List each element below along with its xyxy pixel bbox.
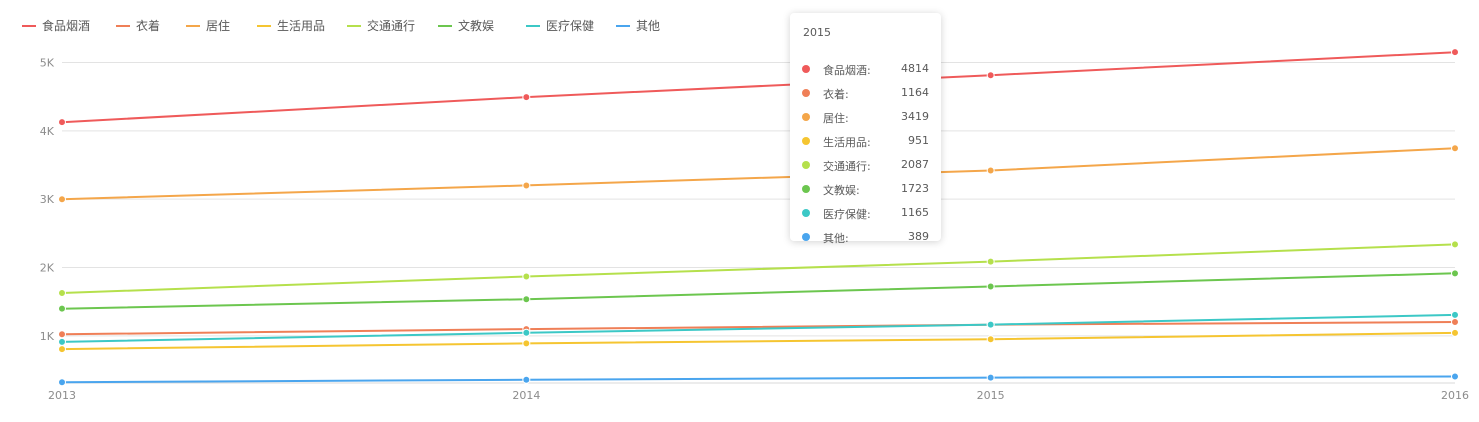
tooltip-value: 2087 bbox=[901, 158, 929, 171]
tooltip-row: 交通通行: 2087 bbox=[790, 157, 941, 173]
legend-label[interactable]: 居住 bbox=[206, 19, 230, 33]
tooltip-series-name: 医疗保健: bbox=[823, 208, 871, 221]
y-tick-label: 3K bbox=[40, 193, 55, 206]
tooltip-marker bbox=[802, 89, 810, 97]
data-point[interactable] bbox=[522, 375, 531, 384]
data-point[interactable] bbox=[986, 282, 995, 291]
tooltip-value: 1165 bbox=[901, 206, 929, 219]
data-point[interactable] bbox=[58, 337, 66, 346]
data-point[interactable] bbox=[58, 118, 66, 127]
x-tick-label: 2013 bbox=[48, 389, 76, 402]
tooltip-marker bbox=[802, 185, 810, 193]
tooltip-value: 4814 bbox=[901, 62, 929, 75]
data-point[interactable] bbox=[1451, 269, 1459, 278]
tooltip-series-name: 生活用品: bbox=[823, 136, 871, 149]
x-tick-label: 2015 bbox=[977, 389, 1005, 402]
data-point[interactable] bbox=[522, 93, 531, 102]
legend-label[interactable]: 交通通行 bbox=[367, 18, 415, 33]
x-tick-label: 2014 bbox=[512, 389, 540, 402]
series-line bbox=[61, 313, 1456, 343]
tooltip-row: 其他: 389 bbox=[790, 229, 941, 245]
data-point[interactable] bbox=[986, 71, 995, 80]
data-point[interactable] bbox=[1451, 310, 1459, 319]
data-point[interactable] bbox=[58, 304, 66, 313]
tooltip-marker bbox=[802, 233, 810, 241]
legend-label[interactable]: 医疗保健 bbox=[546, 19, 594, 33]
tooltip-value: 1164 bbox=[901, 86, 929, 99]
tooltip-row: 文教娱: 1723 bbox=[790, 181, 941, 197]
grid-lines bbox=[62, 62, 1455, 384]
y-tick-label: 4K bbox=[40, 125, 55, 138]
data-point[interactable] bbox=[58, 289, 66, 298]
y-tick-label: 2K bbox=[40, 262, 55, 275]
legend-label[interactable]: 文教娱 bbox=[458, 18, 494, 33]
legend-label[interactable]: 食品烟酒 bbox=[42, 18, 90, 33]
data-point[interactable] bbox=[1451, 240, 1459, 249]
data-point[interactable] bbox=[986, 373, 995, 382]
series-lines bbox=[61, 51, 1456, 384]
x-axis-ticks: 2013 2014 2015 2016 bbox=[48, 389, 1469, 402]
data-point[interactable] bbox=[58, 345, 66, 354]
tooltip-value: 389 bbox=[908, 230, 929, 243]
series-line bbox=[61, 51, 1456, 124]
series-line bbox=[61, 375, 1456, 384]
data-point[interactable] bbox=[522, 328, 531, 337]
tooltip-series-name: 文教娱: bbox=[823, 184, 860, 197]
y-axis-ticks: 1K 2K 3K 4K 5K bbox=[40, 57, 55, 343]
tooltip-title: 2015 bbox=[803, 26, 831, 39]
data-point[interactable] bbox=[986, 257, 995, 266]
tooltip-series-name: 居住: bbox=[823, 112, 849, 125]
data-point[interactable] bbox=[522, 272, 531, 281]
tooltip-series-name: 食品烟酒: bbox=[823, 64, 871, 77]
tooltip-series-name: 交通通行: bbox=[823, 160, 871, 173]
tooltip-marker bbox=[802, 209, 810, 217]
data-point[interactable] bbox=[1451, 144, 1459, 153]
tooltip-value: 3419 bbox=[901, 110, 929, 123]
legend: 食品烟酒 衣着 居住 生活用品 交通通行 文教娱 医疗保健 其他 bbox=[22, 18, 660, 33]
data-point[interactable] bbox=[58, 378, 66, 387]
data-point[interactable] bbox=[986, 335, 995, 344]
tooltip-row: 居住: 3419 bbox=[790, 109, 941, 125]
tooltip-marker bbox=[802, 161, 810, 169]
data-point[interactable] bbox=[1451, 372, 1459, 381]
legend-label[interactable]: 衣着 bbox=[136, 18, 160, 33]
tooltip-marker bbox=[802, 65, 810, 73]
data-point[interactable] bbox=[58, 195, 66, 204]
data-point[interactable] bbox=[522, 295, 531, 304]
data-point[interactable] bbox=[522, 339, 531, 348]
tooltip-series-name: 其他: bbox=[823, 232, 849, 245]
tooltip-row: 生活用品: 951 bbox=[790, 133, 941, 149]
series-points bbox=[58, 48, 1459, 387]
series-line bbox=[61, 331, 1456, 351]
y-tick-label: 1K bbox=[40, 330, 55, 343]
data-point[interactable] bbox=[1451, 48, 1459, 57]
tooltip-marker bbox=[802, 137, 810, 145]
tooltip-row: 医疗保健: 1165 bbox=[790, 205, 941, 221]
tooltip-marker bbox=[802, 113, 810, 121]
data-point[interactable] bbox=[986, 166, 995, 175]
series-line bbox=[61, 243, 1456, 294]
legend-label[interactable]: 生活用品 bbox=[277, 19, 325, 33]
series-line bbox=[61, 147, 1456, 201]
data-point[interactable] bbox=[58, 330, 66, 339]
y-tick-label: 5K bbox=[40, 57, 55, 70]
legend-label[interactable]: 其他 bbox=[636, 19, 660, 33]
data-point[interactable] bbox=[1451, 317, 1459, 326]
tooltip: 2015 食品烟酒: 4814 衣着: 1164 居住: 3419 生活用品: 951 交通通行… bbox=[790, 13, 941, 245]
data-point[interactable] bbox=[986, 320, 995, 329]
tooltip-row: 食品烟酒: 4814 bbox=[790, 61, 941, 77]
tooltip-value: 1723 bbox=[901, 182, 929, 195]
x-tick-label: 2016 bbox=[1441, 389, 1469, 402]
series-line bbox=[61, 272, 1456, 310]
series-line bbox=[61, 321, 1456, 336]
data-point[interactable] bbox=[1451, 328, 1459, 337]
tooltip-row: 衣着: 1164 bbox=[790, 85, 941, 101]
tooltip-series-name: 衣着: bbox=[823, 88, 849, 101]
data-point[interactable] bbox=[522, 181, 531, 190]
tooltip-value: 951 bbox=[908, 134, 929, 147]
